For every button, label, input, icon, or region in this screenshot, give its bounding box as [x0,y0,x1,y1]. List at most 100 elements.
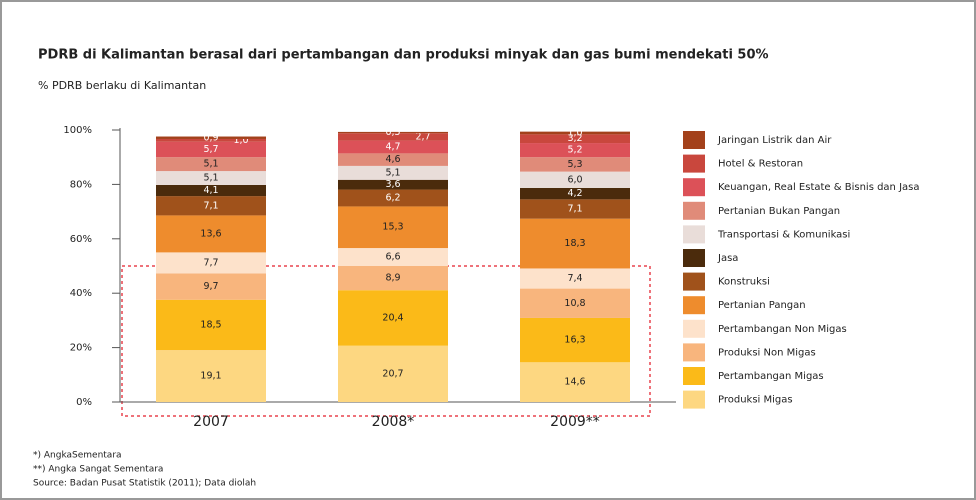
bar-segment [156,171,266,185]
bar-segment [338,131,448,134]
legend-label: Hotel & Restoran [718,159,803,170]
data-label: 18,5 [200,319,221,330]
footnote: **) Angka Sangat Sementara [33,465,163,475]
bar-segment [156,196,266,216]
y-tick-label: 100% [63,125,92,136]
data-label: 7,1 [567,204,582,215]
data-label: 13,6 [200,228,221,239]
bar-segment [520,199,630,219]
bar-segment [338,345,448,402]
data-label: 18,3 [564,238,585,249]
bar-segment [156,350,266,402]
y-tick-label: 80% [70,179,92,190]
bar-segment [156,138,266,142]
data-label: 14,6 [564,377,585,388]
footnote: *) AngkaSementara [33,451,122,461]
bar-segment [338,140,448,154]
legend-label: Pertambangan Non Migas [718,324,847,335]
bar-segment [338,165,448,180]
bar-segment [338,290,448,346]
bar-segment [520,171,630,188]
data-label: 6,2 [385,193,400,204]
data-label: 1,0 [233,135,248,146]
legend-swatch [683,178,705,197]
bar-segment [338,248,448,266]
y-tick-label: 20% [70,343,92,354]
data-label: 7,7 [203,257,218,268]
data-label: 2,7 [415,131,430,142]
data-label: 15,3 [382,222,403,233]
data-label: 4,2 [567,188,582,199]
bar-segment [520,134,630,144]
bar-segment [520,317,630,363]
bar-segment [338,133,448,141]
legend-swatch [683,154,705,173]
data-label: 1,0 [567,127,582,138]
chart-title: PDRB di Kalimantan berasal dari pertamba… [38,48,769,63]
legend-swatch [683,249,705,267]
bar-segment [520,131,630,135]
bar-segment [156,157,266,172]
chart-subtitle: % PDRB berlaku di Kalimantan [38,79,206,92]
legend-swatch [683,390,705,409]
data-label: 8,9 [385,273,400,284]
legend-label: Produksi Migas [718,395,793,406]
bar-segment [338,179,448,190]
legend-label: Jasa [717,253,738,264]
data-label: 7,1 [203,200,218,211]
legend-swatch [683,272,705,291]
legend-swatch [683,131,705,149]
legend-label: Jaringan Listrik dan Air [717,135,832,146]
legend-swatch [683,225,705,244]
bar-segment [520,288,630,318]
data-label: 9,7 [203,281,218,292]
data-label: 19,1 [200,371,221,382]
bar-segment [520,268,630,289]
bar-segment [156,215,266,253]
y-tick-label: 60% [70,234,92,245]
data-label: 3,2 [567,133,582,144]
x-tick-label: 2008* [372,414,415,430]
x-tick-label: 2007 [193,414,229,430]
data-label: 0,9 [203,132,218,143]
data-label: 4,6 [385,154,400,165]
x-tick-label: 2009** [550,414,600,430]
data-label: 20,4 [382,312,403,323]
bar-segment [156,184,266,197]
bar-segment [156,273,266,300]
bar-segment [338,153,448,166]
data-label: 5,1 [385,167,400,178]
data-label: 5,7 [203,144,218,155]
bar-segment [520,143,630,158]
legend-swatch [683,319,705,338]
legend-label: Pertanian Bukan Pangan [718,206,840,217]
legend-label: Produksi Non Migas [718,347,816,358]
legend-label: Pertambangan Migas [718,371,824,382]
legend-label: Keuangan, Real Estate & Bisnis dan Jasa [718,182,920,193]
data-label: 5,3 [567,159,582,170]
legend-label: Transportasi & Komunikasi [717,229,850,240]
bar-segment [338,206,448,249]
data-label: 20,7 [382,368,403,379]
bar-segment [520,362,630,402]
bar-segment [520,218,630,269]
data-label: 6,6 [385,252,400,263]
bar-segment [520,187,630,200]
data-label: 10,8 [564,298,585,309]
legend-swatch [683,367,705,385]
y-tick-label: 40% [70,288,92,299]
data-label: 5,1 [203,159,218,170]
data-label: 16,3 [564,335,585,346]
data-label: 5,2 [567,145,582,156]
bar-segment [156,252,266,274]
bar-segment [520,157,630,172]
bar-segment [156,141,266,158]
bar-segment [338,266,448,291]
data-label: 4,1 [203,185,218,196]
data-label: 7,4 [567,273,582,284]
y-tick-label: 0% [76,397,92,408]
bar-segment [156,299,266,351]
data-label: 5,1 [203,173,218,184]
legend-swatch [683,343,705,362]
legend-swatch [683,296,705,315]
